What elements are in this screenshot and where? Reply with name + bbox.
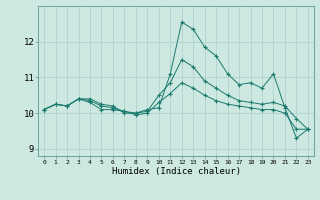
- X-axis label: Humidex (Indice chaleur): Humidex (Indice chaleur): [111, 167, 241, 176]
